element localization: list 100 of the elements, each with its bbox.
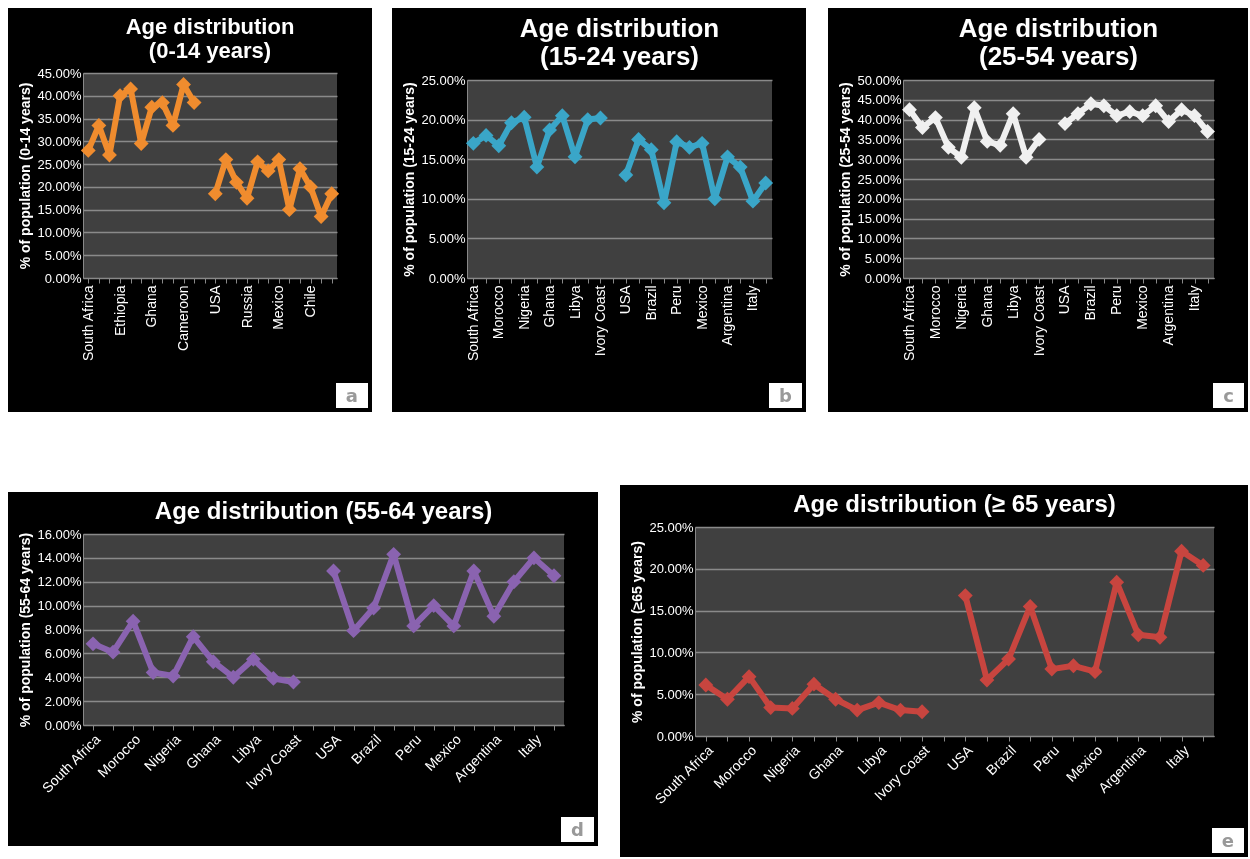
point [1174, 102, 1190, 118]
y-tick-label: 20.00% [649, 561, 694, 577]
y-tick-label: 0.00% [864, 270, 902, 286]
point [486, 608, 502, 624]
point [504, 115, 519, 131]
y-tick-label: 16.00% [37, 526, 82, 542]
x-tick-label: Brazil [642, 285, 659, 321]
x-tick-label: Italy [1186, 285, 1203, 312]
y-tick-label: 10.00% [37, 598, 82, 614]
chart-title: Age distribution (0-14 years) [125, 14, 295, 63]
point [1135, 108, 1151, 124]
point [979, 672, 995, 688]
y-tick-label: 8.00% [44, 622, 82, 637]
point [1070, 106, 1086, 122]
point [1001, 651, 1016, 667]
x-tick-label: Ethiopia [111, 285, 128, 337]
point [465, 135, 481, 151]
y-tick-label: 40.00% [37, 88, 82, 104]
y-axis-title: % of population (25-54 years) [837, 82, 854, 277]
point [346, 623, 361, 639]
point [927, 110, 943, 126]
point [1187, 108, 1202, 124]
point [554, 108, 570, 124]
y-tick-label: 12.00% [37, 574, 82, 590]
point [631, 131, 646, 147]
x-tick-label: Italy [514, 731, 545, 761]
x-tick-label: Argentina [719, 285, 736, 346]
x-tick-label: Nigeria [515, 285, 532, 330]
y-tick-label: 30.00% [857, 151, 902, 167]
point [957, 588, 973, 603]
point [1109, 108, 1125, 124]
x-tick-label: Peru [668, 285, 685, 316]
point [694, 135, 710, 151]
point [229, 174, 244, 190]
x-tick-label: USA [617, 284, 634, 315]
point [80, 143, 96, 158]
x-tick-label: USA [206, 284, 223, 315]
point [1122, 104, 1138, 120]
point [806, 676, 822, 692]
text: d [561, 817, 594, 842]
x-tick-label: Mexico [270, 285, 287, 330]
y-tick-label: 0.00% [44, 717, 82, 733]
point [225, 669, 241, 685]
x-tick-label: Libya [1004, 285, 1021, 319]
point [893, 702, 908, 718]
x-tick-label: Argentina [1160, 285, 1177, 346]
point [260, 163, 276, 179]
y-axis-title: % of population (≥65 years) [629, 541, 646, 723]
y-tick-label: 30.00% [37, 133, 82, 149]
x-tick-label: Italy [1162, 742, 1192, 772]
point [1096, 98, 1112, 114]
point [720, 691, 735, 707]
y-tick-label: 5.00% [656, 686, 694, 702]
x-tick-label: Chile [302, 285, 319, 318]
y-tick-label: 10.00% [37, 224, 82, 240]
point [953, 149, 969, 165]
point [720, 149, 735, 165]
y-tick-label: 6.00% [44, 645, 82, 661]
point [144, 99, 160, 115]
point [446, 618, 462, 634]
chart-title: Age distribution (25-54 years) [958, 13, 1159, 71]
y-axis-title: % of population (15-24 years) [401, 82, 418, 277]
x-tick-label: Nigeria [952, 285, 969, 330]
chart-title: Age distribution (55-64 years) [154, 497, 493, 524]
point [828, 691, 843, 707]
y-tick-label: 4.00% [44, 669, 82, 685]
x-tick-label: Morocco [926, 285, 943, 340]
point [902, 102, 917, 118]
point [125, 613, 141, 629]
point [1195, 558, 1211, 573]
y-tick-label: 15.00% [37, 202, 82, 218]
point [871, 695, 887, 710]
point [1161, 114, 1177, 129]
point [506, 574, 522, 590]
point [1057, 116, 1073, 131]
y-tick-label: 50.00% [857, 72, 902, 88]
text: c [1213, 383, 1244, 408]
y-tick-label: 25.00% [857, 171, 902, 187]
point [250, 154, 266, 170]
text: e [1211, 828, 1244, 853]
point [542, 122, 558, 138]
text: b [769, 383, 802, 408]
y-tick-label: 15.00% [649, 603, 694, 619]
y-tick-label: 5.00% [44, 247, 82, 263]
point [940, 139, 956, 155]
x-tick-label: Libya [566, 285, 583, 319]
point [1066, 658, 1081, 674]
y-tick-label: 15.00% [421, 151, 466, 167]
y-tick-label: 25.00% [649, 519, 694, 535]
chart-title: Age distribution (≥ 65 years) [793, 490, 1116, 517]
y-tick-label: 5.00% [428, 230, 466, 246]
point [1200, 124, 1215, 139]
point [516, 109, 532, 125]
point [185, 629, 201, 645]
point [366, 600, 382, 616]
x-tick-label: Brazil [1082, 285, 1099, 321]
x-tick-label: South Africa [464, 285, 481, 361]
point [426, 598, 442, 614]
x-tick-label: USA [944, 741, 977, 774]
point [992, 137, 1008, 153]
